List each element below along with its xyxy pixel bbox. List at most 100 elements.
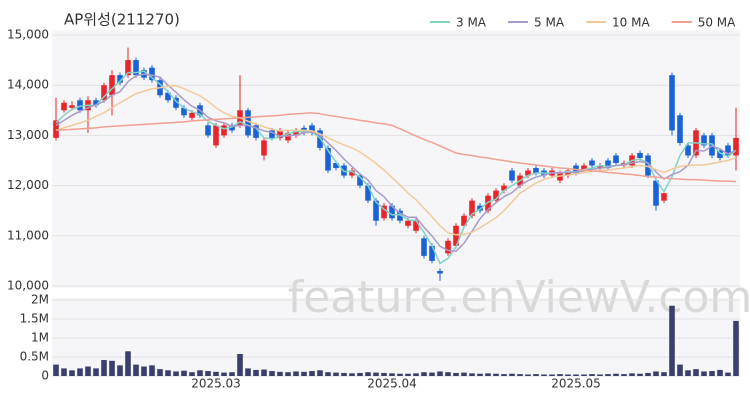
candle-body bbox=[277, 130, 283, 138]
volume-bar bbox=[549, 374, 555, 376]
volume-bar bbox=[69, 370, 75, 376]
candle-body bbox=[677, 115, 683, 143]
volume-bar bbox=[173, 371, 179, 376]
volume-bar bbox=[477, 373, 483, 376]
volume-bar bbox=[661, 372, 667, 376]
legend-label: 10 MA bbox=[612, 16, 650, 30]
volume-bar bbox=[333, 372, 339, 376]
candle-body bbox=[613, 155, 619, 164]
ma-line bbox=[55, 84, 737, 236]
volume-bar bbox=[581, 374, 587, 376]
candle-body bbox=[261, 140, 267, 156]
candle-body bbox=[685, 145, 691, 156]
volume-bar bbox=[677, 364, 683, 376]
volume-bar bbox=[597, 374, 603, 376]
candle-body bbox=[125, 60, 131, 76]
candle-body bbox=[229, 125, 235, 131]
volume-bar bbox=[117, 365, 123, 376]
candle-body bbox=[397, 210, 403, 221]
volume-bar bbox=[181, 370, 187, 376]
volume-bar bbox=[701, 371, 707, 376]
candle-body bbox=[53, 120, 59, 138]
volume-tick-label: 0.5M bbox=[20, 350, 49, 364]
candle-body bbox=[661, 193, 667, 201]
volume-bar bbox=[301, 371, 307, 376]
volume-bar bbox=[437, 371, 443, 376]
volume-bar bbox=[589, 374, 595, 376]
legend-label: 50 MA bbox=[698, 16, 736, 30]
volume-bar bbox=[261, 369, 267, 376]
candle-body bbox=[493, 190, 499, 201]
volume-bar bbox=[557, 374, 563, 376]
volume-bar bbox=[565, 374, 571, 376]
y-tick-label: 12,000 bbox=[7, 178, 49, 192]
candle-body bbox=[173, 97, 179, 108]
volume-bar bbox=[197, 370, 203, 376]
y-tick-label: 11,000 bbox=[7, 228, 49, 242]
candle-body bbox=[221, 125, 227, 136]
volume-bar bbox=[509, 373, 515, 376]
candle-body bbox=[637, 152, 643, 158]
y-tick-label: 14,000 bbox=[7, 78, 49, 92]
volume-bar bbox=[709, 371, 715, 376]
volume-bar bbox=[109, 360, 115, 376]
candle-body bbox=[477, 205, 483, 211]
volume-bar bbox=[525, 374, 531, 376]
volume-tick-label: 2M bbox=[31, 293, 49, 307]
candle-body bbox=[357, 175, 363, 186]
x-tick-label: 2025.04 bbox=[367, 377, 417, 391]
volume-bar bbox=[77, 368, 83, 376]
volume-bar bbox=[253, 369, 259, 376]
y-tick-label: 10,000 bbox=[7, 279, 49, 293]
candle-body bbox=[589, 160, 595, 166]
volume-bar bbox=[621, 374, 627, 376]
candle-body bbox=[253, 125, 259, 138]
volume-bar bbox=[373, 372, 379, 376]
candle-body bbox=[453, 225, 459, 246]
volume-tick-label: 0 bbox=[41, 369, 49, 383]
candle-body bbox=[93, 100, 99, 106]
volume-bar bbox=[229, 372, 235, 376]
candle-body bbox=[365, 185, 371, 201]
candle-body bbox=[381, 205, 387, 219]
candle-body bbox=[421, 238, 427, 256]
volume-bar bbox=[717, 369, 723, 376]
volume-bar bbox=[517, 374, 523, 376]
y-tick-label: 15,000 bbox=[7, 28, 49, 42]
legend-label: 3 MA bbox=[456, 16, 487, 30]
volume-bar bbox=[285, 372, 291, 376]
candle-body bbox=[717, 150, 723, 158]
candle-body bbox=[205, 125, 211, 136]
volume-bar bbox=[213, 371, 219, 376]
volume-bar bbox=[533, 374, 539, 376]
volume-bar bbox=[205, 371, 211, 376]
volume-bar bbox=[157, 369, 163, 376]
candle-body bbox=[733, 137, 739, 156]
candle-body bbox=[285, 132, 291, 141]
candle-body bbox=[725, 145, 731, 156]
volume-bar bbox=[245, 368, 251, 376]
volume-bar bbox=[469, 373, 475, 376]
candle-body bbox=[245, 110, 251, 136]
candle-body bbox=[309, 125, 315, 133]
volume-bar bbox=[269, 371, 275, 376]
candle-body bbox=[461, 215, 467, 226]
candle-body bbox=[485, 195, 491, 211]
volume-bar bbox=[317, 370, 323, 376]
candle-body bbox=[101, 85, 107, 101]
volume-bar bbox=[573, 374, 579, 376]
volume-bar bbox=[293, 371, 299, 376]
candle-body bbox=[597, 165, 603, 169]
volume-bar bbox=[133, 364, 139, 376]
candle-body bbox=[445, 240, 451, 254]
volume-bar bbox=[629, 373, 635, 376]
x-tick-label: 2025.05 bbox=[551, 377, 601, 391]
candle-body bbox=[325, 147, 331, 171]
volume-bar bbox=[141, 366, 147, 376]
volume-bar bbox=[637, 373, 643, 376]
candle-body bbox=[645, 155, 651, 176]
y-tick-label: 13,000 bbox=[7, 128, 49, 142]
volume-bar bbox=[341, 372, 347, 376]
volume-bar bbox=[165, 370, 171, 376]
